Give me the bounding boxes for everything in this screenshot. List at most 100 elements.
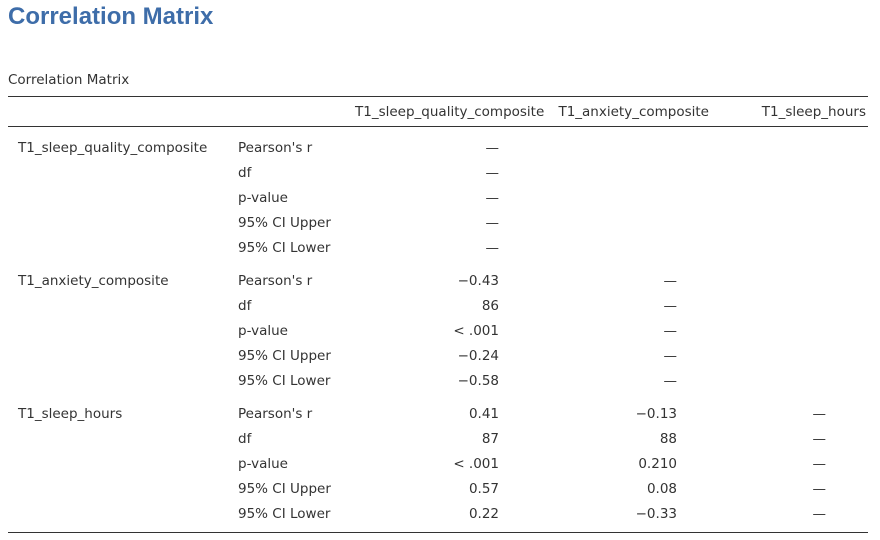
value-cell: 0.41 bbox=[468, 405, 499, 422]
table-row: df 87 88 — bbox=[8, 426, 868, 451]
value-cell: — bbox=[663, 322, 678, 339]
value-cell: — bbox=[485, 189, 500, 206]
statistic-label: 95% CI Upper bbox=[238, 214, 331, 231]
spacer-cell bbox=[717, 393, 868, 401]
table-row: T1_sleep_hours Pearson's r 0.41 −0.13 — bbox=[8, 401, 868, 426]
value-cell bbox=[717, 160, 868, 185]
statistic-label: 95% CI Lower bbox=[230, 501, 355, 533]
value-cell bbox=[717, 368, 868, 393]
value-cell bbox=[717, 318, 868, 343]
value-cell bbox=[717, 235, 868, 260]
spacer-cell bbox=[537, 260, 717, 268]
value-cell: −0.13 bbox=[635, 405, 677, 422]
variable-label-empty bbox=[8, 235, 230, 260]
table-row: 95% CI Lower −0.58 — bbox=[8, 368, 868, 393]
value-cell: 87 bbox=[481, 430, 499, 447]
table-row: 95% CI Upper — bbox=[8, 210, 868, 235]
variable-label-empty bbox=[8, 160, 230, 185]
table-row: 95% CI Lower 0.22 −0.33— bbox=[8, 501, 868, 533]
spacer-cell bbox=[355, 127, 537, 136]
spacer-cell bbox=[537, 127, 717, 136]
value-cell: < .001 bbox=[453, 322, 499, 339]
table-row: df — bbox=[8, 160, 868, 185]
value-cell: — bbox=[663, 347, 678, 364]
spacer-cell bbox=[230, 393, 355, 401]
variable-label-empty bbox=[8, 210, 230, 235]
variable-label-empty bbox=[8, 476, 230, 501]
value-cell: — bbox=[485, 164, 500, 181]
header-empty-variable bbox=[8, 96, 230, 127]
statistic-label: 95% CI Upper bbox=[238, 347, 331, 364]
spacer-cell bbox=[8, 127, 230, 136]
value-cell bbox=[717, 293, 868, 318]
value-cell: — bbox=[812, 405, 827, 422]
value-cell: — bbox=[812, 455, 827, 472]
statistic-label: Pearson's r bbox=[238, 272, 313, 289]
value-cell: 0.210 bbox=[638, 455, 677, 472]
value-cell bbox=[717, 135, 868, 160]
value-cell bbox=[537, 235, 717, 260]
spacer-row bbox=[8, 260, 868, 268]
value-cell: — bbox=[485, 139, 500, 156]
variable-label-empty bbox=[8, 185, 230, 210]
table-row: p-value < .001 0.210 — bbox=[8, 451, 868, 476]
spacer-cell bbox=[717, 260, 868, 268]
column-header: T1_sleep_quality_composite bbox=[355, 96, 544, 127]
value-cell: — bbox=[663, 372, 678, 389]
variable-label: T1_sleep_hours bbox=[18, 405, 123, 422]
table-row: p-value < .001 — bbox=[8, 318, 868, 343]
spacer-cell bbox=[8, 260, 230, 268]
statistic-label: 95% CI Lower bbox=[238, 372, 331, 389]
value-cell: 86 bbox=[481, 297, 499, 314]
spacer-cell bbox=[8, 393, 230, 401]
table-row: df 86 — bbox=[8, 293, 868, 318]
value-cell: 88 bbox=[659, 430, 677, 447]
value-cell: — bbox=[663, 272, 678, 289]
statistic-label: Pearson's r bbox=[238, 405, 313, 422]
value-cell: −0.58 bbox=[457, 372, 499, 389]
value-cell: — bbox=[812, 480, 827, 497]
value-cell: 0.57 bbox=[468, 480, 499, 497]
value-cell: −0.33 bbox=[537, 501, 717, 533]
table-body: T1_sleep_quality_composite Pearson's r — df… bbox=[8, 127, 868, 533]
spacer-cell bbox=[230, 260, 355, 268]
statistic-label: p-value bbox=[238, 455, 288, 472]
value-cell bbox=[717, 185, 868, 210]
statistic-label: p-value bbox=[238, 322, 288, 339]
value-cell: — bbox=[485, 214, 500, 231]
spacer-cell bbox=[717, 127, 868, 136]
variable-label-empty bbox=[8, 343, 230, 368]
value-cell: −0.43 bbox=[457, 272, 499, 289]
column-header: T1_anxiety_composite bbox=[537, 96, 717, 127]
header-empty-statistic bbox=[230, 96, 355, 127]
value-cell bbox=[717, 268, 868, 293]
statistic-label: 95% CI Lower bbox=[238, 239, 331, 256]
variable-label-empty bbox=[8, 318, 230, 343]
variable-label-empty bbox=[8, 426, 230, 451]
variable-label-empty bbox=[8, 293, 230, 318]
value-cell: < .001 bbox=[453, 455, 499, 472]
spacer-cell bbox=[230, 127, 355, 136]
spacer-cell bbox=[355, 393, 537, 401]
statistic-label: 95% CI Upper bbox=[238, 480, 331, 497]
statistic-label: df bbox=[238, 164, 252, 181]
table-row: T1_anxiety_composite Pearson's r −0.43 — bbox=[8, 268, 868, 293]
variable-label-empty bbox=[8, 501, 230, 533]
value-cell: — bbox=[812, 430, 827, 447]
value-cell: 0.22 bbox=[355, 501, 537, 533]
value-cell bbox=[717, 343, 868, 368]
value-cell: — bbox=[663, 297, 678, 314]
correlation-matrix-table: T1_sleep_quality_composite T1_anxiety_co… bbox=[8, 96, 868, 533]
statistic-label: df bbox=[238, 430, 252, 447]
table-row: p-value — bbox=[8, 185, 868, 210]
table-row: 95% CI Upper 0.57 0.08 — bbox=[8, 476, 868, 501]
value-cell bbox=[537, 135, 717, 160]
table-caption: Correlation Matrix bbox=[8, 72, 130, 88]
value-cell: 0.08 bbox=[646, 480, 677, 497]
column-header: T1_sleep_hours bbox=[717, 96, 868, 127]
table-row: T1_sleep_quality_composite Pearson's r — bbox=[8, 135, 868, 160]
value-cell bbox=[537, 185, 717, 210]
table-row: 95% CI Upper −0.24 — bbox=[8, 343, 868, 368]
table-row: 95% CI Lower — bbox=[8, 235, 868, 260]
value-cell: −0.24 bbox=[457, 347, 499, 364]
